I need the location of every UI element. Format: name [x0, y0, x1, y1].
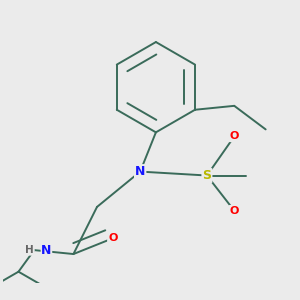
Text: N: N — [41, 244, 52, 256]
Text: S: S — [202, 169, 211, 182]
Text: O: O — [230, 206, 239, 216]
Text: H: H — [26, 245, 34, 255]
Text: O: O — [230, 131, 239, 141]
Text: N: N — [135, 165, 146, 178]
Text: O: O — [108, 233, 117, 243]
